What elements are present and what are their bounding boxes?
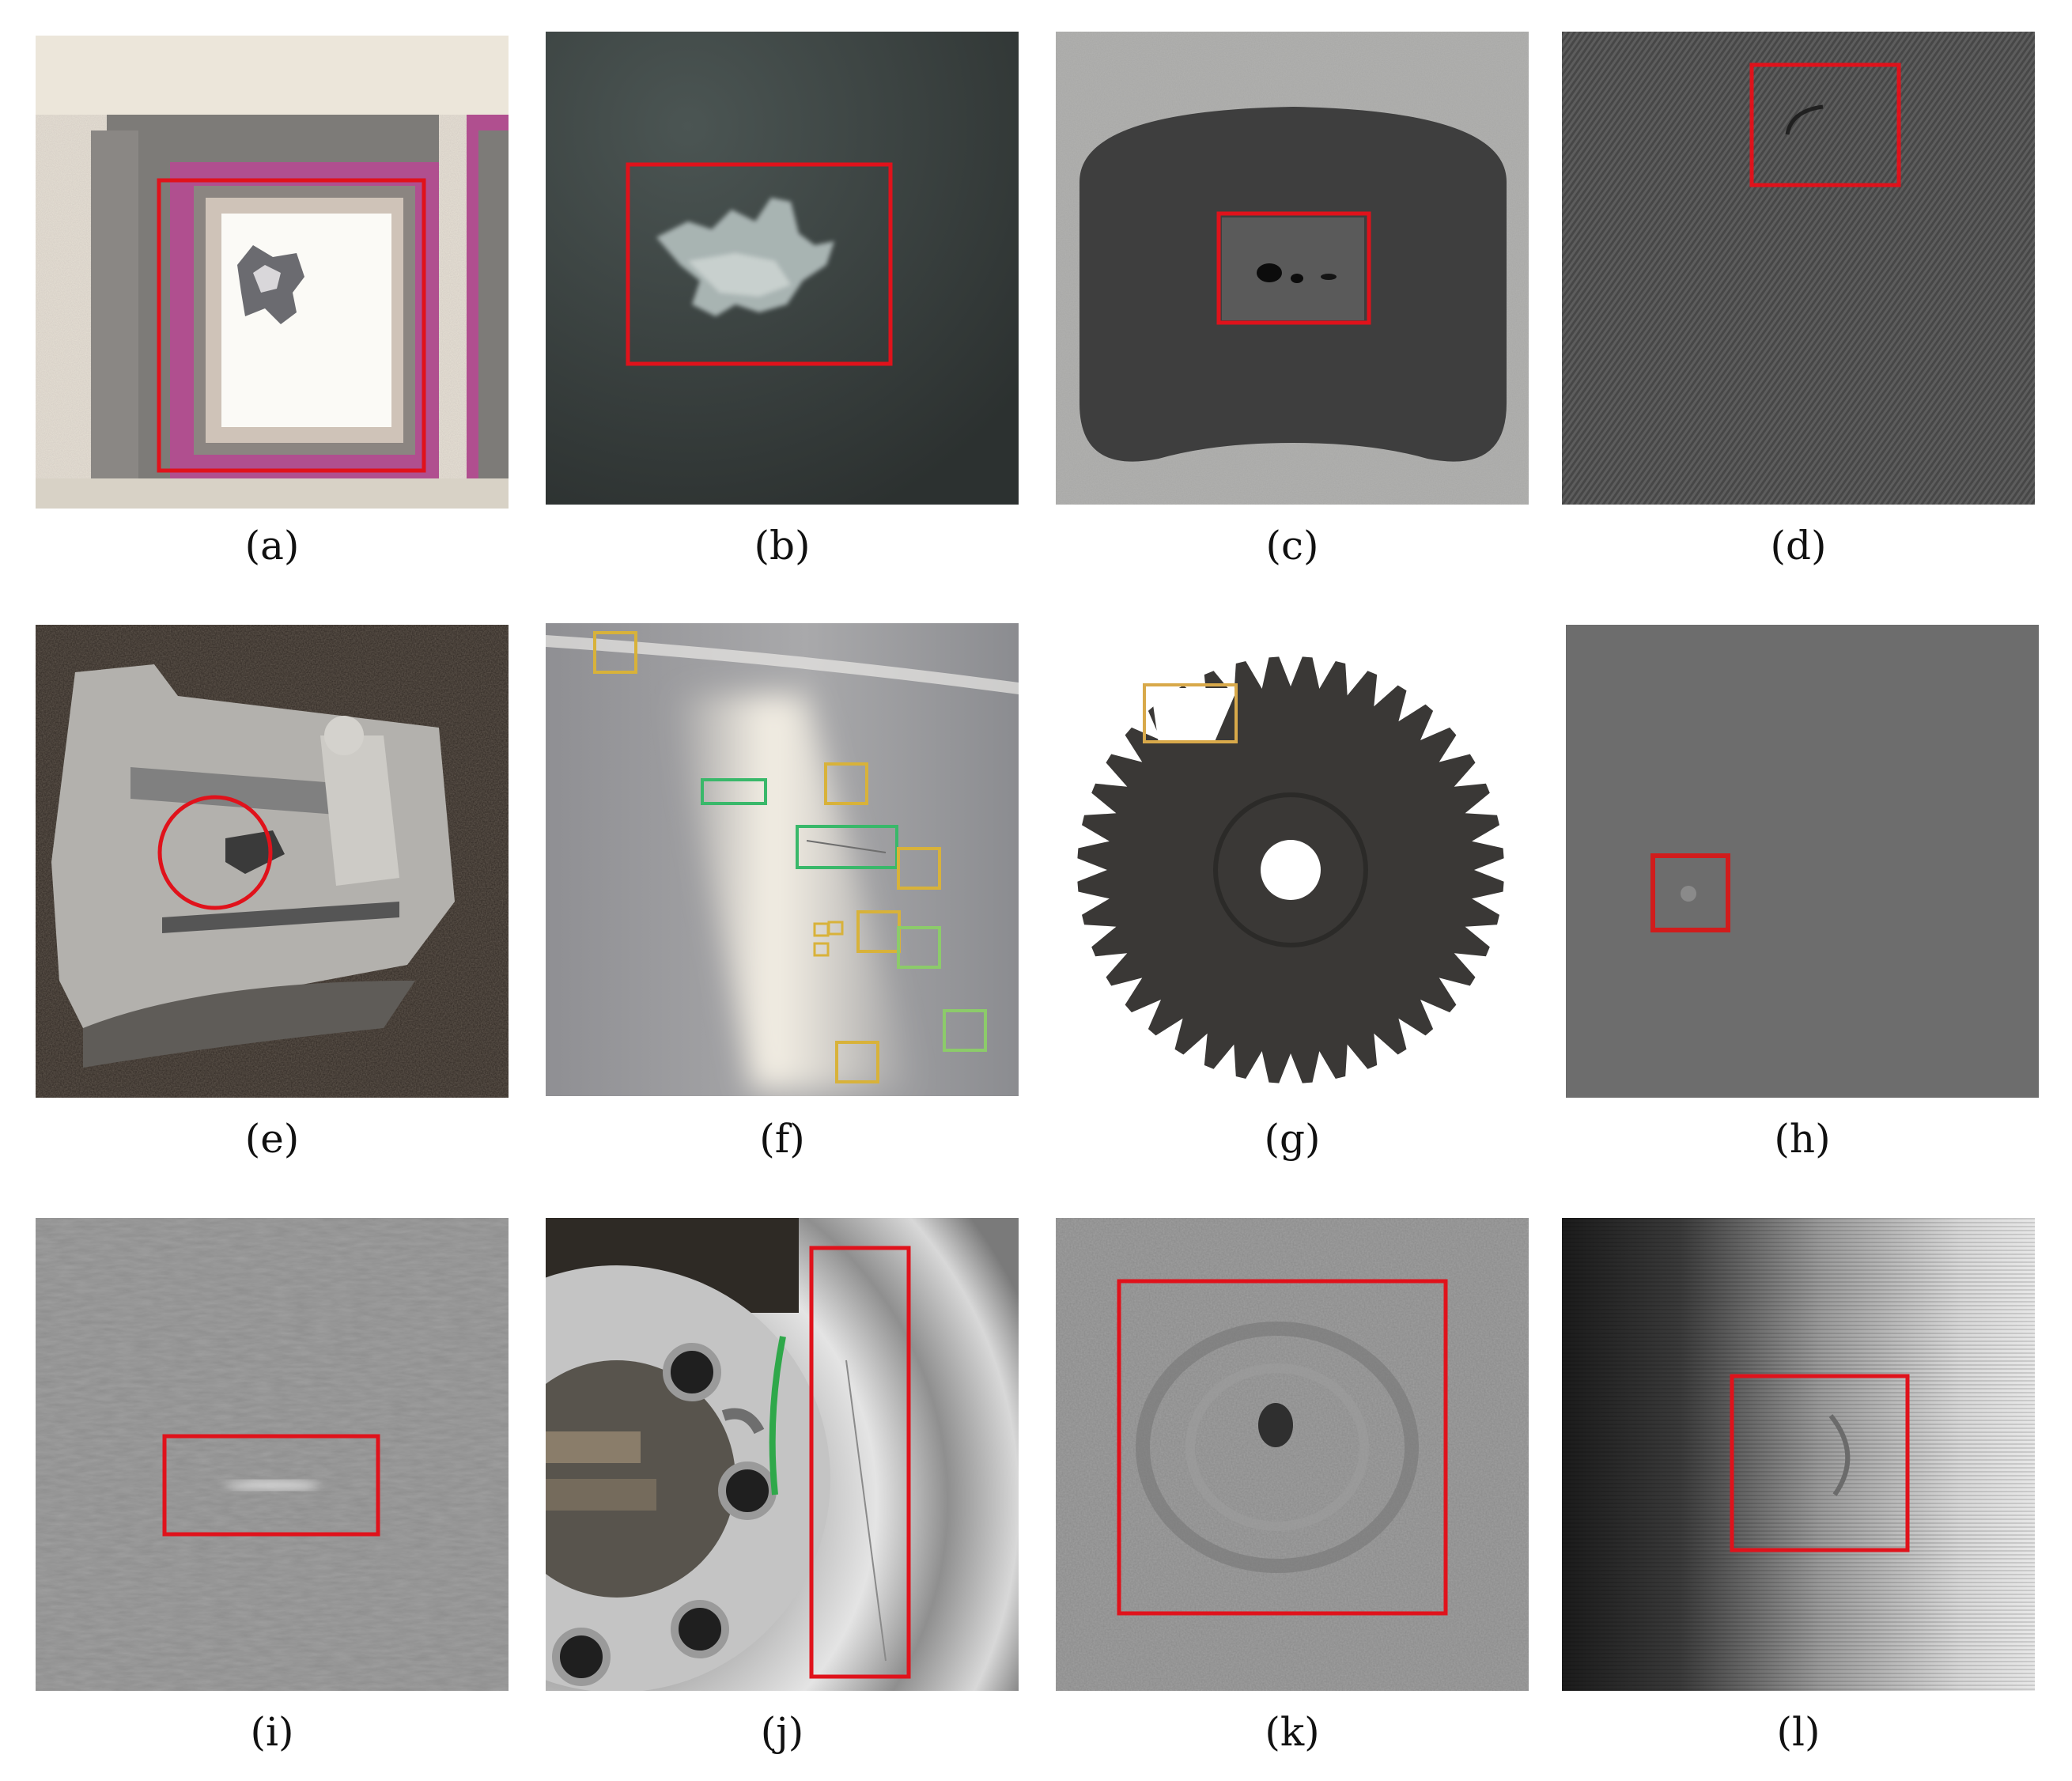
panel-l-image [1562,1218,2035,1691]
panel-j-defect-box [809,1246,911,1679]
panel-j-caption: (j) [760,1709,804,1755]
panel-i-caption: (i) [250,1709,294,1755]
panel-b-caption: (b) [754,523,811,569]
panel-h-defect-box [1650,853,1730,932]
panel-j-image [546,1218,1019,1691]
panel-e-caption: (e) [244,1116,300,1162]
panel-e-defect-circle [157,795,273,910]
panel-c-defect-box [1216,211,1371,325]
panel-i-defect-box [162,1434,380,1537]
panel-c-image [1056,32,1529,505]
panel-h-image [1566,625,2039,1098]
panel-a-image [36,36,509,509]
panel-c-caption: (c) [1265,523,1319,569]
panel-a-defect-box [157,178,426,473]
panel-l-defect-box [1730,1374,1910,1552]
panel-a-caption: (a) [244,523,300,569]
panel-k-image [1056,1218,1529,1691]
gear-broken-teeth [1151,688,1238,743]
panel-k-caption: (k) [1265,1709,1320,1755]
panel-b-defect-box [626,162,893,366]
panel-d-defect-box [1749,62,1901,187]
panel-i-image [36,1218,509,1691]
panel-b-image [546,32,1019,505]
panel-g-caption: (g) [1264,1116,1321,1162]
panel-e-image [36,625,509,1098]
panel-g-defect-box [1143,683,1238,743]
panel-f-caption: (f) [759,1116,805,1162]
panel-g-image [1056,625,1529,1098]
panel-d-caption: (d) [1770,523,1827,569]
panel-h-caption: (h) [1774,1116,1831,1162]
panel-l-caption: (l) [1776,1709,1821,1755]
panel-f-image [546,623,1019,1096]
panel-d-image [1562,32,2035,505]
panel-k-defect-box [1117,1279,1448,1616]
